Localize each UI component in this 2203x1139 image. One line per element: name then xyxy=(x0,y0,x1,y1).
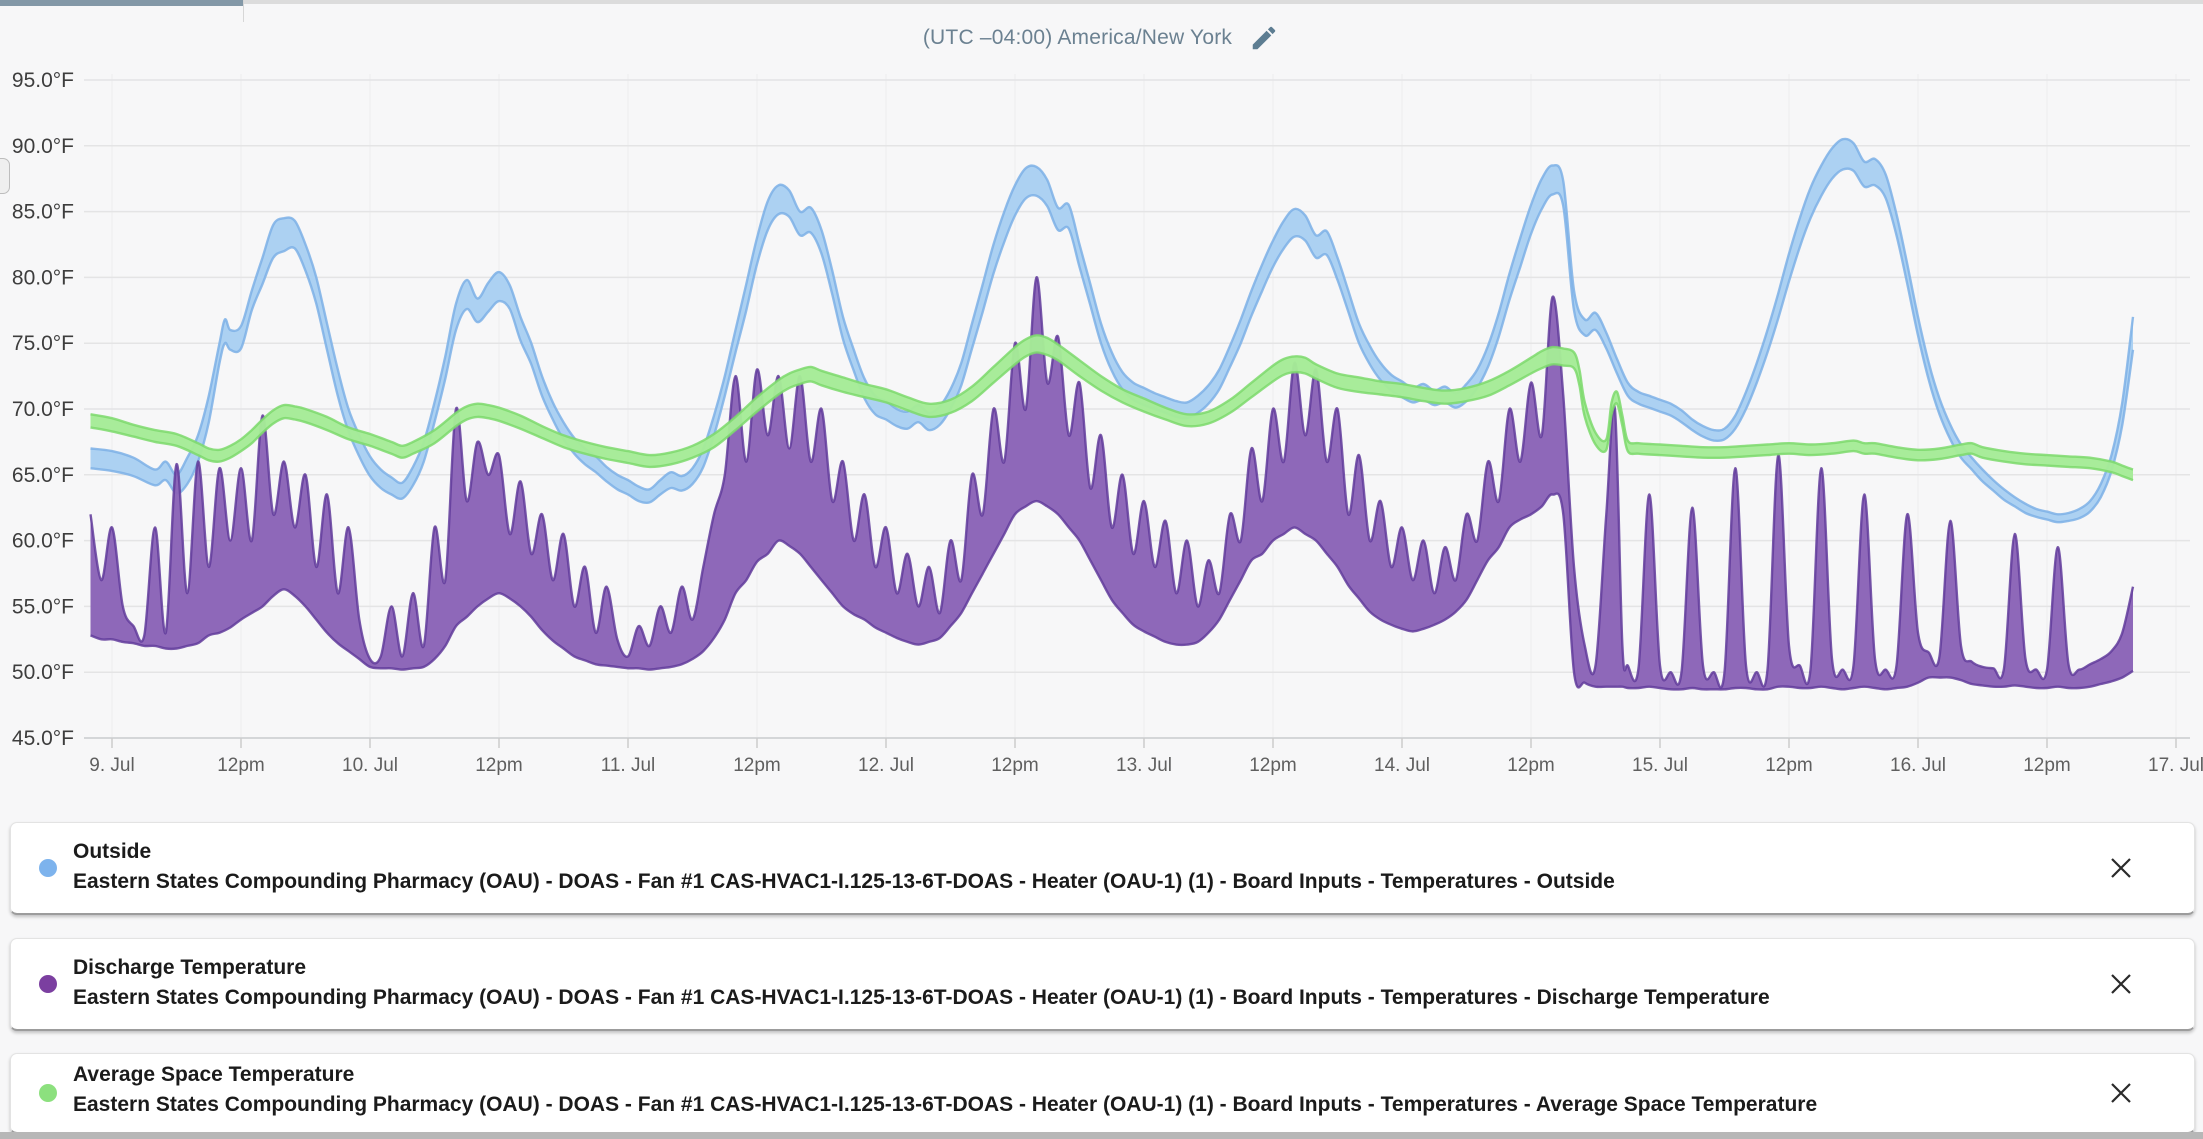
series-dot-discharge-temperature xyxy=(39,975,57,993)
y-axis-tick-label: 80.0°F xyxy=(12,266,74,289)
y-axis-tick-label: 55.0°F xyxy=(12,595,74,618)
panel-drag-handle[interactable] xyxy=(0,158,10,194)
x-axis-tick-label: 12pm xyxy=(475,755,523,776)
series-hi-line-discharge-temperature xyxy=(89,276,2135,689)
legend-title: Average Space Temperature xyxy=(73,1063,355,1086)
legend-card-discharge-temperature: Discharge Temperature Eastern States Com… xyxy=(10,938,2195,1031)
y-axis-tick-label: 70.0°F xyxy=(12,398,74,421)
x-axis-tick-label: 17. Jul xyxy=(2148,755,2203,776)
remove-series-button[interactable] xyxy=(2106,969,2136,999)
series-dot-average-space-temperature xyxy=(39,1084,57,1102)
legend-description: Eastern States Compounding Pharmacy (OAU… xyxy=(73,1093,1818,1116)
close-icon xyxy=(2111,1083,2131,1103)
x-axis-tick-label: 13. Jul xyxy=(1116,755,1172,776)
panel-divider xyxy=(243,0,244,22)
y-axis-tick-label: 75.0°F xyxy=(12,332,74,355)
legend-card-outside: Outside Eastern States Compounding Pharm… xyxy=(10,822,2195,915)
y-axis-tick-label: 90.0°F xyxy=(12,135,74,158)
close-icon xyxy=(2111,974,2131,994)
legend-title: Outside xyxy=(73,840,152,863)
x-axis-tick-label: 16. Jul xyxy=(1890,755,1946,776)
x-axis-tick-label: 12pm xyxy=(1765,755,1813,776)
timezone-label: (UTC –04:00) America/New York xyxy=(922,26,1233,49)
x-axis-tick-label: 12pm xyxy=(1249,755,1297,776)
series-hi-line-outside xyxy=(90,137,2135,516)
legend-card-average-space-temperature: Average Space Temperature Eastern States… xyxy=(10,1053,2195,1134)
series-band-outside xyxy=(90,138,2133,523)
x-axis-tick-label: 11. Jul xyxy=(601,755,656,776)
y-axis-tick-label: 85.0°F xyxy=(12,201,74,224)
y-axis-tick-label: 50.0°F xyxy=(12,661,74,684)
pencil-icon xyxy=(1252,26,1276,50)
legend-description: Eastern States Compounding Pharmacy (OAU… xyxy=(73,870,1615,893)
remove-series-button[interactable] xyxy=(2106,853,2136,883)
x-axis-tick-label: 12pm xyxy=(733,755,781,776)
x-axis-tick-label: 9. Jul xyxy=(89,755,134,776)
x-axis-tick-label: 14. Jul xyxy=(1374,755,1430,776)
series-lo-line-average-space-temperature xyxy=(90,351,2134,482)
series-hi-line-average-space-temperature xyxy=(90,334,2134,471)
x-axis-tick-label: 12pm xyxy=(217,755,265,776)
x-axis-tick-label: 10. Jul xyxy=(342,755,398,776)
remove-series-button[interactable] xyxy=(2106,1078,2136,1108)
y-axis-tick-label: 65.0°F xyxy=(12,464,74,487)
temperature-time-series-chart[interactable]: 95.0°F 90.0°F 85.0°F 80.0°F 75.0°F 70.0°F 65.0… xyxy=(0,0,2203,800)
horizontal-scrollbar-track[interactable] xyxy=(0,1132,2203,1139)
series-lo-line-discharge-temperature xyxy=(90,492,2134,691)
close-icon xyxy=(2111,858,2131,878)
edit-timezone-button[interactable] xyxy=(1248,22,1280,54)
series-dot-outside xyxy=(39,859,57,877)
y-axis-tick-label: 95.0°F xyxy=(12,69,74,92)
legend-description: Eastern States Compounding Pharmacy (OAU… xyxy=(73,986,1770,1009)
y-axis-tick-label: 60.0°F xyxy=(12,530,74,553)
timezone-header: (UTC –04:00) America/New York xyxy=(0,22,2203,54)
top-border-line xyxy=(0,0,2203,4)
series-lo-line-outside xyxy=(90,167,2135,524)
x-axis-tick-label: 15. Jul xyxy=(1632,755,1688,776)
series-band-discharge-temperature xyxy=(90,277,2133,690)
y-axis-tick-label: 45.0°F xyxy=(12,727,74,750)
x-axis-tick-label: 12pm xyxy=(2023,755,2071,776)
x-axis-tick-label: 12pm xyxy=(1507,755,1555,776)
tab-active-indicator xyxy=(0,0,243,6)
x-axis-tick-label: 12. Jul xyxy=(858,755,914,776)
legend-title: Discharge Temperature xyxy=(73,956,307,979)
x-axis-tick-label: 12pm xyxy=(991,755,1039,776)
